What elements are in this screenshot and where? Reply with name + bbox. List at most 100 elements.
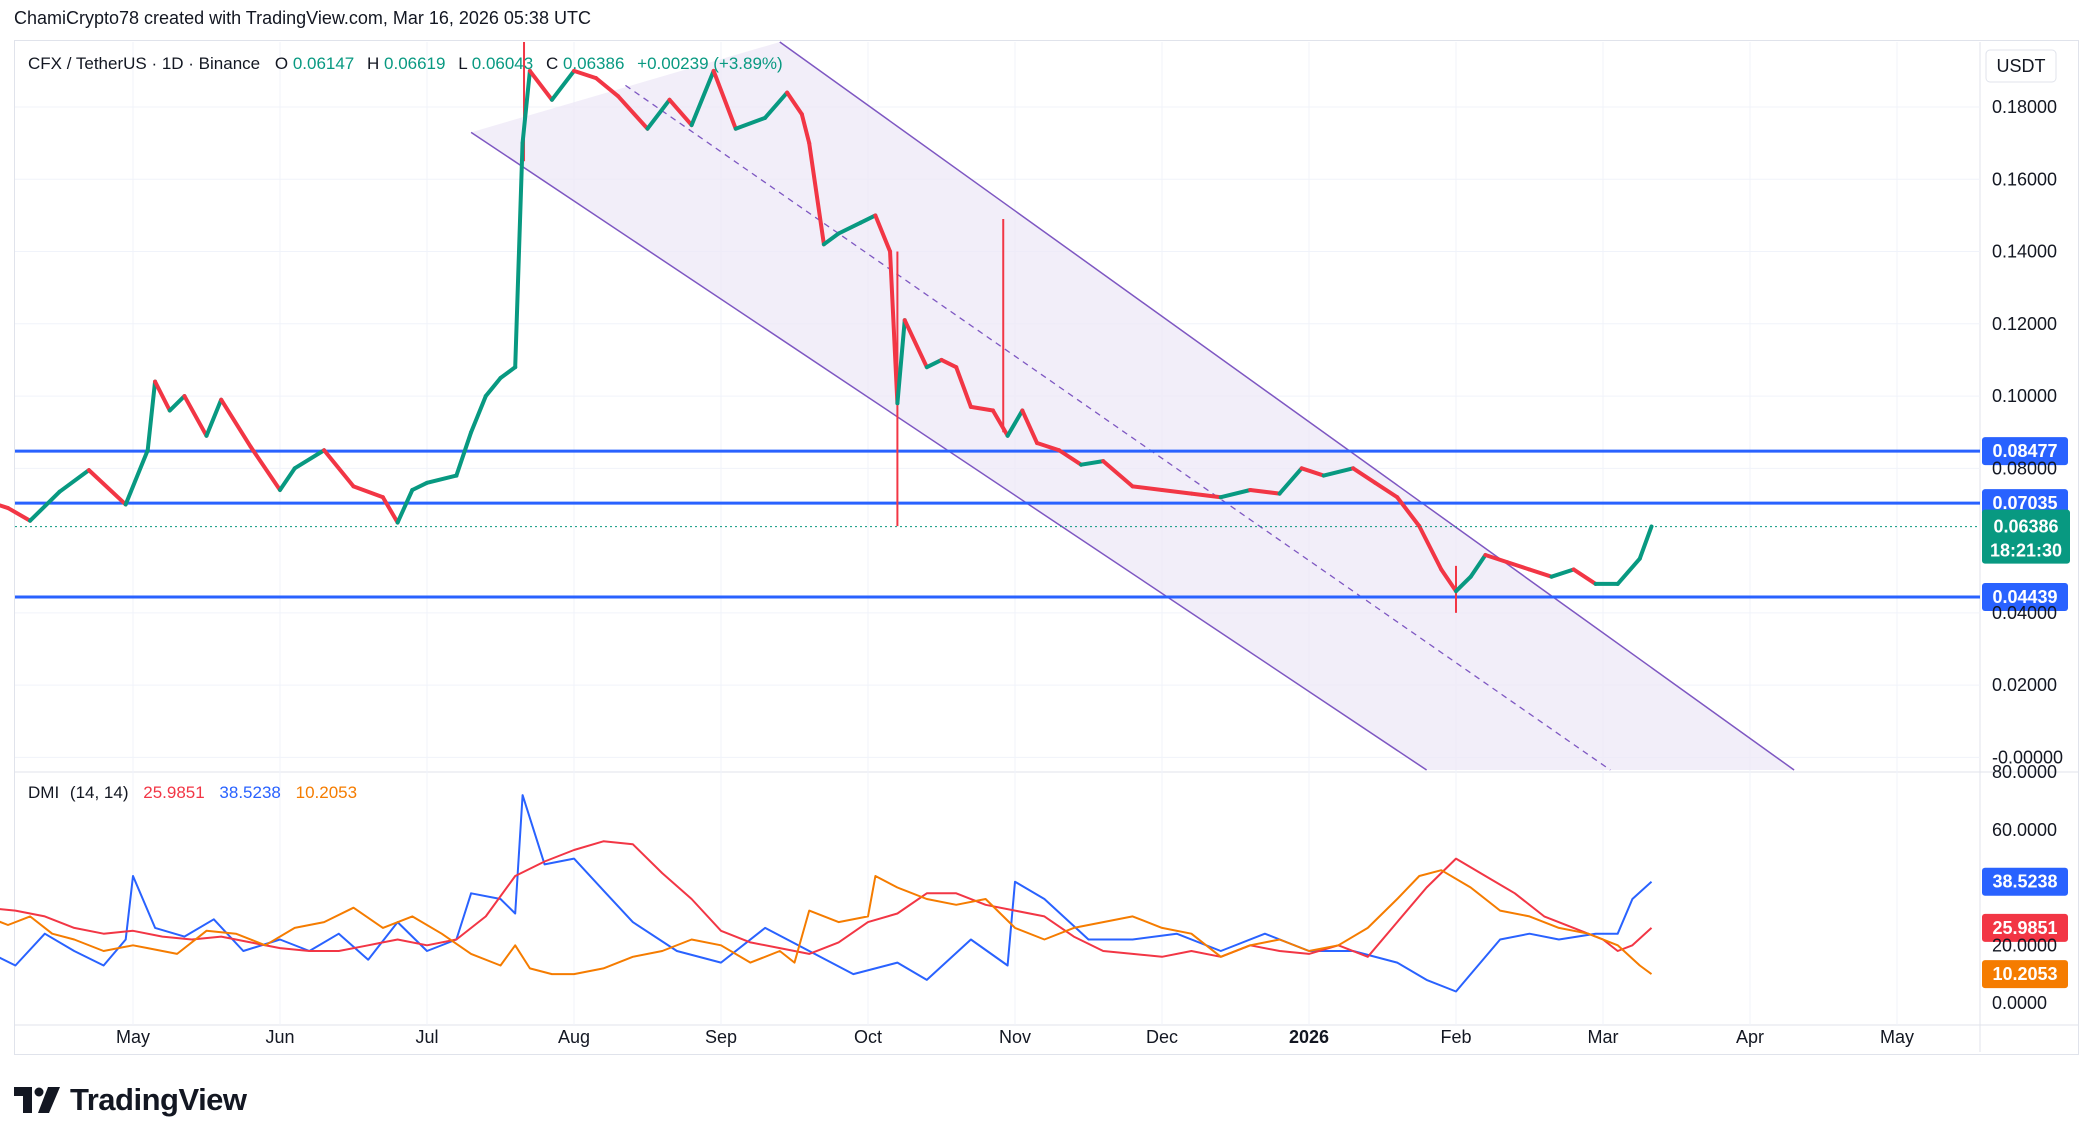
close-value: 0.06386: [563, 54, 624, 73]
dmi-badge-text-1: 25.9851: [1992, 918, 2057, 938]
chart-attribution: ChamiCrypto78 created with TradingView.c…: [14, 8, 591, 28]
price-segment-72: [1439, 567, 1458, 594]
month-label-12: May: [1880, 1027, 1914, 1047]
price-segment-39: [785, 90, 804, 117]
price-tick-1: 0.16000: [1992, 169, 2057, 189]
symbol-name: CFX / TetherUS · 1D · Binance: [28, 54, 260, 73]
price-segment-59: [1101, 459, 1135, 489]
price-segment-28: [527, 68, 554, 102]
price-axis: 0.18000 0.16000 0.14000 0.12000 0.10000 0.080…: [1992, 97, 2063, 1013]
dmi-badge-0: [1982, 867, 2068, 896]
dmi-value-2: 38.5238: [219, 783, 280, 802]
price-segment-49: [924, 357, 944, 370]
price-segment-23: [469, 394, 488, 435]
price-segment-1: [0, 503, 11, 511]
price-series: 0.06386 18:21:30: [0, 42, 2070, 613]
price-segment-43: [836, 220, 863, 236]
month-label-9: Feb: [1440, 1027, 1471, 1047]
dmi-indicator: 38.5238 25.9851 10.2053: [0, 794, 2068, 993]
price-segment-45: [873, 213, 893, 254]
price-segment-17: [351, 484, 385, 500]
price-segment-44: [858, 213, 878, 225]
level-badge-2: [1982, 582, 2068, 611]
month-label-4: Sep: [705, 1027, 737, 1047]
dmi-params: (14, 14): [70, 783, 129, 802]
dmi-tick-2: 20.0000: [1992, 935, 2057, 955]
symbol-legend: CFX / TetherUS · 1D · Binance O 0.06147 …: [28, 54, 783, 73]
dmi-tick-3: 0.0000: [1992, 993, 2047, 1013]
price-segment-26: [513, 141, 525, 370]
price-segment-51: [954, 365, 973, 409]
high-label: H: [367, 54, 379, 73]
price-segment-7: [145, 379, 158, 453]
change-value: +0.00239 (+3.89%): [637, 54, 783, 73]
open-value: 0.06147: [293, 54, 354, 73]
dmi-badge-text-0: 38.5238: [1992, 872, 2057, 892]
price-segment-21: [425, 473, 459, 485]
price-segment-74: [1468, 553, 1488, 579]
price-segment-27: [520, 68, 532, 146]
countdown-text: 18:21:30: [1990, 541, 2062, 561]
price-segment-25: [498, 365, 518, 380]
month-label-6: Nov: [999, 1027, 1031, 1047]
price-segment-38: [763, 90, 790, 120]
price-segment-71: [1417, 524, 1444, 572]
price-segment-82: [1637, 524, 1654, 561]
dmi-line-0: [0, 794, 1653, 993]
price-segment-32: [616, 94, 650, 131]
price-segment-35: [689, 68, 716, 128]
tradingview-logo[interactable]: TradingView: [14, 1082, 247, 1118]
price-segment-54: [1005, 408, 1025, 438]
tradingview-logo-text: TradingView: [70, 1082, 247, 1117]
horizontal-levels[interactable]: 0.08477 0.07035 0.04439: [15, 437, 2068, 611]
price-segment-60: [1130, 484, 1164, 492]
currency-button[interactable]: [1985, 49, 2057, 83]
month-label-1: Jun: [265, 1027, 294, 1047]
price-segment-69: [1373, 480, 1400, 500]
dmi-value-3: 10.2053: [296, 783, 357, 802]
price-segment-67: [1321, 466, 1356, 478]
dmi-name: DMI: [28, 783, 59, 802]
price-segment-6: [123, 448, 150, 507]
price-segment-13: [248, 444, 282, 492]
price-segment-66: [1299, 466, 1326, 478]
price-segment-9: [167, 394, 187, 413]
price-segment-42: [821, 231, 841, 247]
price-segment-29: [549, 68, 576, 102]
price-segment-73: [1454, 574, 1473, 594]
descending-channel[interactable]: [470, 41, 1795, 771]
low-label: L: [458, 54, 467, 73]
price-segment-41: [807, 141, 826, 247]
month-label-7: Dec: [1146, 1027, 1178, 1047]
last-price-text: 0.06386: [1993, 517, 2058, 537]
price-segment-57: [1057, 448, 1084, 467]
price-segment-53: [990, 408, 1010, 438]
time-axis: May Jun Jul Aug Sep Oct Nov Dec 2026 Feb Mar Apr May: [116, 1027, 1914, 1047]
dmi-badge-2: [1982, 960, 2068, 989]
price-segment-40: [799, 112, 812, 146]
price-segment-56: [1035, 441, 1062, 453]
price-segment-52: [968, 404, 995, 413]
price-tick-3: 0.12000: [1992, 314, 2057, 334]
price-tick-8: -0.00000: [1992, 747, 2063, 767]
dmi-line-2: [0, 869, 1653, 976]
price-segment-2: [6, 506, 33, 523]
level-badge-text-1: 0.07035: [1992, 493, 2057, 513]
price-segment-16: [322, 448, 356, 489]
price-segment-31: [594, 76, 621, 99]
price-tick-6: 0.04000: [1992, 603, 2057, 623]
price-segment-4: [57, 468, 91, 494]
price-segment-33: [645, 97, 672, 131]
low-value: 0.06043: [472, 54, 533, 73]
price-segment-5: [86, 468, 128, 507]
dmi-value-1: 25.9851: [143, 783, 204, 802]
price-segment-47: [895, 318, 907, 406]
month-label-5: Oct: [854, 1027, 882, 1047]
price-segment-30: [572, 68, 599, 81]
price-tick-2: 0.14000: [1992, 242, 2057, 262]
price-tick-4: 0.10000: [1992, 386, 2057, 406]
price-segment-68: [1351, 466, 1378, 485]
level-badge-text-0: 0.08477: [1992, 441, 2057, 461]
dmi-badge-text-2: 10.2053: [1992, 964, 2057, 984]
